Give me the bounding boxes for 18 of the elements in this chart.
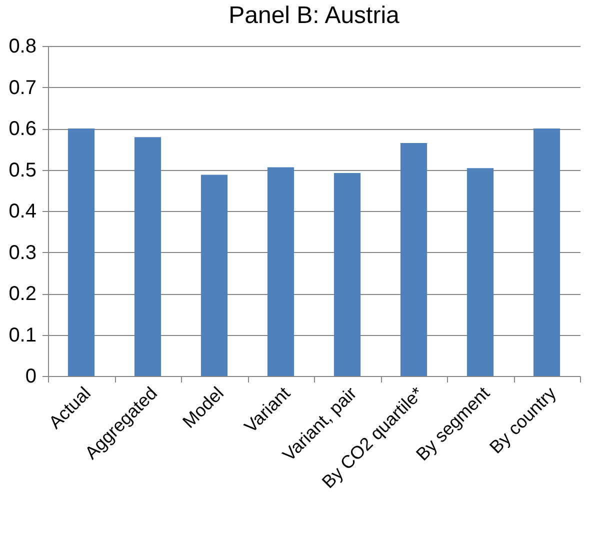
y-tick-label: 0.5 bbox=[8, 159, 36, 182]
y-tick-label: 0 bbox=[25, 366, 36, 388]
y-tick-label: 0.7 bbox=[8, 76, 36, 99]
y-tick-label: 0.1 bbox=[8, 324, 36, 346]
y-tick-label: 0.6 bbox=[8, 118, 36, 140]
bar bbox=[334, 173, 361, 376]
bar bbox=[466, 168, 494, 376]
y-tick-label: 0.2 bbox=[8, 283, 36, 305]
bar bbox=[68, 128, 95, 376]
y-tick-label: 0.8 bbox=[8, 36, 36, 58]
bar bbox=[134, 137, 162, 376]
bar bbox=[200, 174, 228, 376]
chart-title: Panel B: Austria bbox=[228, 2, 400, 29]
y-tick-label: 0.4 bbox=[8, 200, 36, 222]
bar bbox=[400, 142, 428, 376]
bar bbox=[533, 128, 560, 376]
bar bbox=[267, 167, 294, 376]
y-tick-label: 0.3 bbox=[8, 242, 36, 264]
